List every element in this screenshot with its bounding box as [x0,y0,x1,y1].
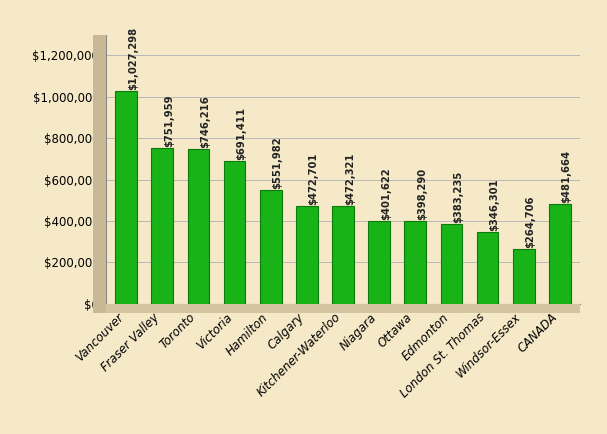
Bar [404,221,426,304]
Text: $401,622: $401,622 [381,167,391,220]
Text: $691,411: $691,411 [236,106,246,160]
Bar [188,149,209,304]
Bar [115,91,137,304]
Bar [332,206,354,304]
Text: $481,664: $481,664 [561,150,572,203]
Text: $551,982: $551,982 [273,136,282,188]
Text: $398,290: $398,290 [417,168,427,220]
Bar [260,190,282,304]
Text: $472,701: $472,701 [308,152,319,205]
Text: $383,235: $383,235 [453,171,463,224]
Bar [151,148,173,304]
Bar [513,249,535,304]
Text: $746,216: $746,216 [200,95,210,148]
Text: $346,301: $346,301 [489,178,500,231]
Text: $1,027,298: $1,027,298 [128,27,138,90]
Bar [296,206,317,304]
Bar [224,161,245,304]
Text: $264,706: $264,706 [526,195,535,248]
Bar [549,204,571,304]
Bar [441,224,462,304]
Text: $751,959: $751,959 [164,95,174,147]
Bar [476,232,498,304]
Text: $472,321: $472,321 [345,152,354,205]
Bar [368,220,390,304]
